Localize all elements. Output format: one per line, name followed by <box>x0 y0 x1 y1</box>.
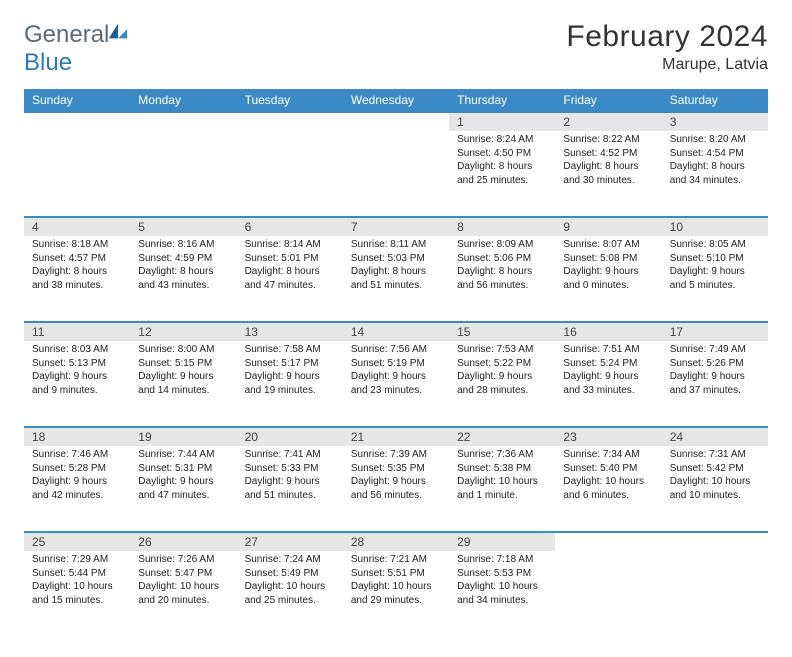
day-content-cell: Sunrise: 7:51 AMSunset: 5:24 PMDaylight:… <box>555 341 661 427</box>
day-content-cell: Sunrise: 8:22 AMSunset: 4:52 PMDaylight:… <box>555 131 661 217</box>
day-number-cell: 26 <box>130 532 236 551</box>
day-content-row: Sunrise: 8:03 AMSunset: 5:13 PMDaylight:… <box>24 341 768 427</box>
day-number-cell: 1 <box>449 112 555 131</box>
day-content-cell: Sunrise: 8:24 AMSunset: 4:50 PMDaylight:… <box>449 131 555 217</box>
day-content-cell: Sunrise: 8:07 AMSunset: 5:08 PMDaylight:… <box>555 236 661 322</box>
day-header: Tuesday <box>237 89 343 112</box>
day-header: Thursday <box>449 89 555 112</box>
day-content-cell: Sunrise: 7:36 AMSunset: 5:38 PMDaylight:… <box>449 446 555 532</box>
day-number-cell <box>130 112 236 131</box>
logo-part1: General <box>24 21 109 48</box>
day-number-cell <box>662 532 768 551</box>
day-header: Wednesday <box>343 89 449 112</box>
day-number-cell <box>24 112 130 131</box>
day-content-cell: Sunrise: 8:03 AMSunset: 5:13 PMDaylight:… <box>24 341 130 427</box>
day-content-cell: Sunrise: 7:58 AMSunset: 5:17 PMDaylight:… <box>237 341 343 427</box>
day-number-cell: 27 <box>237 532 343 551</box>
day-number-cell: 25 <box>24 532 130 551</box>
day-content-cell <box>555 551 661 637</box>
day-content-cell: Sunrise: 7:31 AMSunset: 5:42 PMDaylight:… <box>662 446 768 532</box>
day-number-cell: 12 <box>130 322 236 341</box>
day-content-cell: Sunrise: 8:14 AMSunset: 5:01 PMDaylight:… <box>237 236 343 322</box>
title-block: February 2024 Marupe, Latvia <box>566 20 768 74</box>
logo-text: GeneralBlue <box>24 20 129 77</box>
day-content-cell: Sunrise: 7:53 AMSunset: 5:22 PMDaylight:… <box>449 341 555 427</box>
page-header: GeneralBlue February 2024 Marupe, Latvia <box>24 20 768 77</box>
day-header: Sunday <box>24 89 130 112</box>
day-content-cell: Sunrise: 7:21 AMSunset: 5:51 PMDaylight:… <box>343 551 449 637</box>
day-number-cell: 10 <box>662 217 768 236</box>
day-number-cell <box>343 112 449 131</box>
day-content-cell: Sunrise: 8:00 AMSunset: 5:15 PMDaylight:… <box>130 341 236 427</box>
day-number-cell: 3 <box>662 112 768 131</box>
day-number-cell: 18 <box>24 427 130 446</box>
day-content-cell <box>24 131 130 217</box>
day-content-cell: Sunrise: 8:11 AMSunset: 5:03 PMDaylight:… <box>343 236 449 322</box>
day-number-cell: 4 <box>24 217 130 236</box>
calendar-table: SundayMondayTuesdayWednesdayThursdayFrid… <box>24 89 768 637</box>
day-number-cell: 23 <box>555 427 661 446</box>
day-number-row: 2526272829 <box>24 532 768 551</box>
day-content-cell: Sunrise: 7:26 AMSunset: 5:47 PMDaylight:… <box>130 551 236 637</box>
day-content-cell: Sunrise: 8:18 AMSunset: 4:57 PMDaylight:… <box>24 236 130 322</box>
day-number-cell: 24 <box>662 427 768 446</box>
day-number-cell: 21 <box>343 427 449 446</box>
day-number-cell: 14 <box>343 322 449 341</box>
day-number-cell: 17 <box>662 322 768 341</box>
calendar-page: GeneralBlue February 2024 Marupe, Latvia… <box>0 0 792 657</box>
day-number-cell: 15 <box>449 322 555 341</box>
day-number-row: 18192021222324 <box>24 427 768 446</box>
day-header: Saturday <box>662 89 768 112</box>
day-content-row: Sunrise: 7:46 AMSunset: 5:28 PMDaylight:… <box>24 446 768 532</box>
day-number-cell: 9 <box>555 217 661 236</box>
day-content-cell: Sunrise: 8:05 AMSunset: 5:10 PMDaylight:… <box>662 236 768 322</box>
day-number-cell: 6 <box>237 217 343 236</box>
day-number-row: 123 <box>24 112 768 131</box>
day-number-row: 45678910 <box>24 217 768 236</box>
day-header: Monday <box>130 89 236 112</box>
day-content-cell: Sunrise: 7:29 AMSunset: 5:44 PMDaylight:… <box>24 551 130 637</box>
day-content-cell: Sunrise: 7:41 AMSunset: 5:33 PMDaylight:… <box>237 446 343 532</box>
day-content-cell: Sunrise: 7:18 AMSunset: 5:53 PMDaylight:… <box>449 551 555 637</box>
day-number-cell: 11 <box>24 322 130 341</box>
brand-logo: GeneralBlue <box>24 20 129 77</box>
day-number-cell: 13 <box>237 322 343 341</box>
calendar-title: February 2024 <box>566 20 768 54</box>
day-header: Friday <box>555 89 661 112</box>
day-content-cell: Sunrise: 7:56 AMSunset: 5:19 PMDaylight:… <box>343 341 449 427</box>
day-content-cell <box>343 131 449 217</box>
day-content-row: Sunrise: 7:29 AMSunset: 5:44 PMDaylight:… <box>24 551 768 637</box>
day-header-row: SundayMondayTuesdayWednesdayThursdayFrid… <box>24 89 768 112</box>
day-content-cell: Sunrise: 7:44 AMSunset: 5:31 PMDaylight:… <box>130 446 236 532</box>
day-content-row: Sunrise: 8:24 AMSunset: 4:50 PMDaylight:… <box>24 131 768 217</box>
day-content-cell: Sunrise: 7:34 AMSunset: 5:40 PMDaylight:… <box>555 446 661 532</box>
day-content-cell: Sunrise: 7:49 AMSunset: 5:26 PMDaylight:… <box>662 341 768 427</box>
day-number-cell: 28 <box>343 532 449 551</box>
day-number-cell: 5 <box>130 217 236 236</box>
wave-icon <box>107 20 129 42</box>
day-number-cell <box>237 112 343 131</box>
day-number-cell: 8 <box>449 217 555 236</box>
day-number-cell <box>555 532 661 551</box>
day-content-cell <box>662 551 768 637</box>
day-content-cell <box>130 131 236 217</box>
day-content-cell: Sunrise: 7:46 AMSunset: 5:28 PMDaylight:… <box>24 446 130 532</box>
day-number-cell: 29 <box>449 532 555 551</box>
day-number-cell: 16 <box>555 322 661 341</box>
day-content-cell <box>237 131 343 217</box>
day-number-cell: 2 <box>555 112 661 131</box>
day-content-cell: Sunrise: 7:39 AMSunset: 5:35 PMDaylight:… <box>343 446 449 532</box>
day-number-cell: 7 <box>343 217 449 236</box>
day-number-cell: 19 <box>130 427 236 446</box>
day-content-cell: Sunrise: 8:20 AMSunset: 4:54 PMDaylight:… <box>662 131 768 217</box>
day-number-cell: 22 <box>449 427 555 446</box>
day-number-row: 11121314151617 <box>24 322 768 341</box>
day-content-cell: Sunrise: 8:16 AMSunset: 4:59 PMDaylight:… <box>130 236 236 322</box>
day-number-cell: 20 <box>237 427 343 446</box>
calendar-location: Marupe, Latvia <box>566 56 768 74</box>
day-content-cell: Sunrise: 8:09 AMSunset: 5:06 PMDaylight:… <box>449 236 555 322</box>
day-content-row: Sunrise: 8:18 AMSunset: 4:57 PMDaylight:… <box>24 236 768 322</box>
logo-part2: Blue <box>24 49 72 76</box>
day-content-cell: Sunrise: 7:24 AMSunset: 5:49 PMDaylight:… <box>237 551 343 637</box>
